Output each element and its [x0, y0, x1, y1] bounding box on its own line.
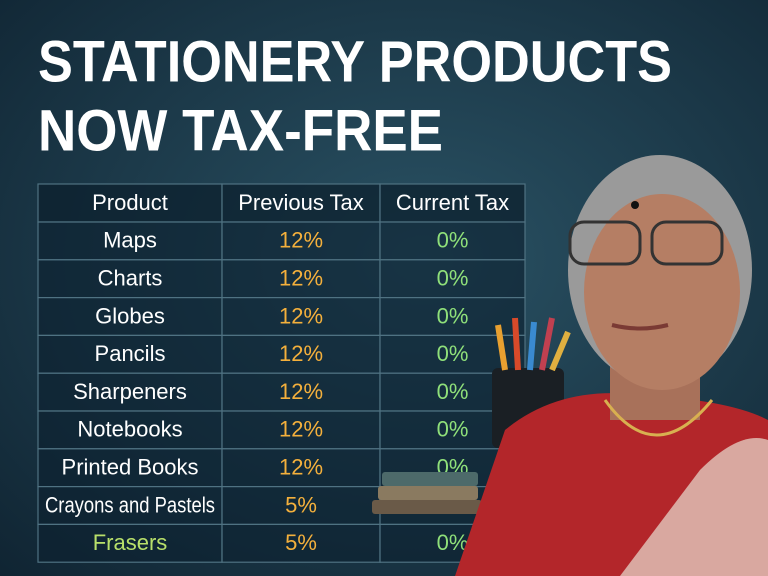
mouth: [611, 323, 669, 331]
pencil: [495, 324, 508, 371]
person-illustration: [372, 155, 768, 576]
tax-rate: 12%: [279, 455, 323, 480]
tax-rate: 12%: [279, 228, 323, 253]
tax-rate: 5%: [285, 530, 317, 555]
table-cell: [221, 259, 381, 299]
book: [372, 500, 482, 514]
column-header: Current Tax: [396, 190, 509, 215]
table-cell: [37, 334, 223, 374]
tax-rate: 0%: [437, 228, 469, 253]
book: [382, 472, 478, 486]
tax-rate: 12%: [279, 417, 323, 442]
product-name: Charts: [98, 266, 163, 291]
tax-rate: 5%: [285, 492, 317, 517]
product-name: Pancils: [95, 341, 166, 366]
table-cell: [221, 297, 381, 337]
product-name: Notebooks: [77, 417, 182, 442]
product-name: Printed Books: [62, 455, 199, 480]
glasses: [568, 220, 642, 266]
table-cell: [221, 523, 381, 563]
table-cell: [379, 259, 526, 299]
bindi: [631, 201, 639, 209]
title-line: NOW TAX-FREE: [38, 98, 443, 163]
pencil: [512, 317, 521, 371]
necklace: [603, 399, 714, 437]
pencil: [527, 321, 537, 371]
tax-rate: 0%: [437, 303, 469, 328]
table-cell: [37, 523, 223, 563]
column-header: Previous Tax: [238, 190, 364, 215]
table-cell: [37, 448, 223, 488]
table-cell: [37, 486, 223, 526]
book: [378, 486, 478, 500]
product-name: Globes: [95, 303, 165, 328]
table-cell: [221, 372, 381, 412]
face: [584, 194, 740, 390]
tax-rate: 0%: [437, 266, 469, 291]
table-cell: [221, 410, 381, 450]
saree-border: [620, 438, 768, 576]
tax-rate: 12%: [279, 379, 323, 404]
pencil: [539, 317, 555, 371]
title-line: STATIONERY PRODUCTS: [38, 29, 672, 94]
header-cell: [37, 183, 223, 223]
column-header: Product: [92, 190, 168, 215]
table-cell: [221, 334, 381, 374]
tax-rate: 0%: [437, 417, 469, 442]
glasses: [650, 220, 724, 266]
product-name: Frasers: [93, 530, 168, 555]
tax-rate: 0%: [437, 379, 469, 404]
pencil: [549, 330, 571, 372]
table-cell: [37, 372, 223, 412]
tax-rate: 12%: [279, 341, 323, 366]
product-name: Sharpeners: [73, 379, 187, 404]
tax-rate: 0%: [437, 341, 469, 366]
tax-rate: 12%: [279, 303, 323, 328]
tax-rate: 12%: [279, 266, 323, 291]
product-name: Crayons and Pastels: [45, 492, 215, 517]
tax-rate: 0%: [437, 530, 469, 555]
table-cell: [37, 221, 223, 261]
product-name: Maps: [103, 228, 157, 253]
table-cell: [379, 221, 526, 261]
